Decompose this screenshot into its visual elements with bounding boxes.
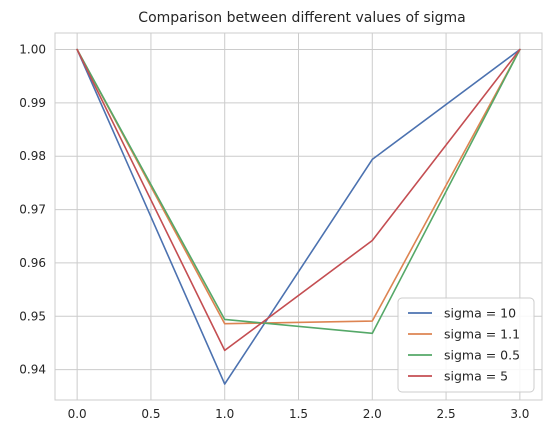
y-tick-label: 0.96 [19, 256, 46, 270]
series-line-3 [76, 48, 521, 335]
series-layer [76, 48, 521, 385]
legend-label: sigma = 1.1 [444, 327, 520, 342]
chart-title: Comparison between different values of s… [138, 10, 465, 26]
x-tick-label: 0.5 [141, 407, 160, 421]
plot-frame [54, 32, 543, 401]
x-tick-label: 1.0 [215, 407, 234, 421]
x-tick-label: 3.0 [510, 407, 529, 421]
y-tick-label: 0.99 [19, 96, 46, 110]
x-axis-ticks: 0.0 0.5 1.0 1.5 2.0 2.5 3.0 [68, 407, 530, 421]
y-tick-label: 1.00 [19, 43, 46, 57]
legend: sigma = 10 sigma = 1.1 sigma = 0.5 sigma = … [397, 297, 535, 393]
legend-label: sigma = 0.5 [444, 348, 520, 363]
series-line-2 [76, 48, 521, 325]
series-line-4 [76, 48, 521, 352]
x-tick-label: 1.5 [289, 407, 308, 421]
legend-label: sigma = 5 [444, 369, 508, 384]
y-axis-ticks: 0.94 0.95 0.96 0.97 0.98 0.99 1.00 [19, 43, 46, 377]
y-tick-label: 0.95 [19, 309, 46, 323]
y-tick-label: 0.98 [19, 149, 46, 163]
legend-box [397, 297, 535, 393]
y-tick-label: 0.94 [19, 363, 46, 377]
legend-label: sigma = 10 [444, 306, 516, 321]
x-tick-label: 2.0 [363, 407, 382, 421]
x-tick-label: 2.5 [437, 407, 456, 421]
series-line-1 [76, 48, 521, 385]
y-tick-label: 0.97 [19, 203, 46, 217]
x-tick-label: 0.0 [68, 407, 87, 421]
